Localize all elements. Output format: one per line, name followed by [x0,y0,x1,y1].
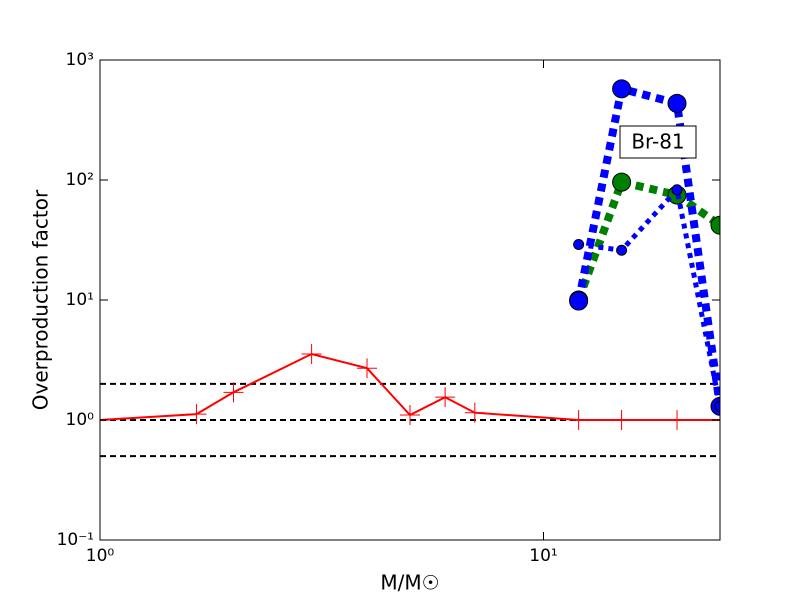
point-marker [612,172,632,192]
y-tick-label: 10⁻¹ [57,530,94,550]
point-marker [710,215,720,235]
series-line [574,83,720,407]
point-marker [667,410,688,430]
annotation-box [619,125,697,159]
series-line [578,184,720,407]
point-marker [400,405,420,426]
point-marker [714,400,720,412]
point-marker [612,79,632,99]
point-marker [569,291,589,311]
point-marker [464,402,485,423]
x-tick-label: 10¹ [529,546,557,566]
point-marker [573,239,585,251]
y-tick-label: 10⁰ [66,410,95,430]
point-marker [568,410,589,430]
x-axis-label: M/M☉ [380,571,439,595]
y-tick-label: 10¹ [66,290,94,310]
y-tick-label: 10³ [66,50,94,70]
point-marker [667,93,687,113]
point-marker [357,358,378,379]
series-line [574,177,720,302]
point-marker [223,382,244,403]
point-marker [301,343,322,364]
annotation: Br-81 [631,130,684,154]
plot-area [100,79,720,458]
y-axis-label: Overproduction factor [29,189,53,410]
y-tick-label: 10² [66,170,94,190]
point-marker [435,387,456,408]
point-marker [611,410,632,430]
point-marker [616,244,628,256]
point-marker [671,184,683,196]
point-marker [186,404,207,425]
x-tick-label: 10⁰ [86,546,115,566]
